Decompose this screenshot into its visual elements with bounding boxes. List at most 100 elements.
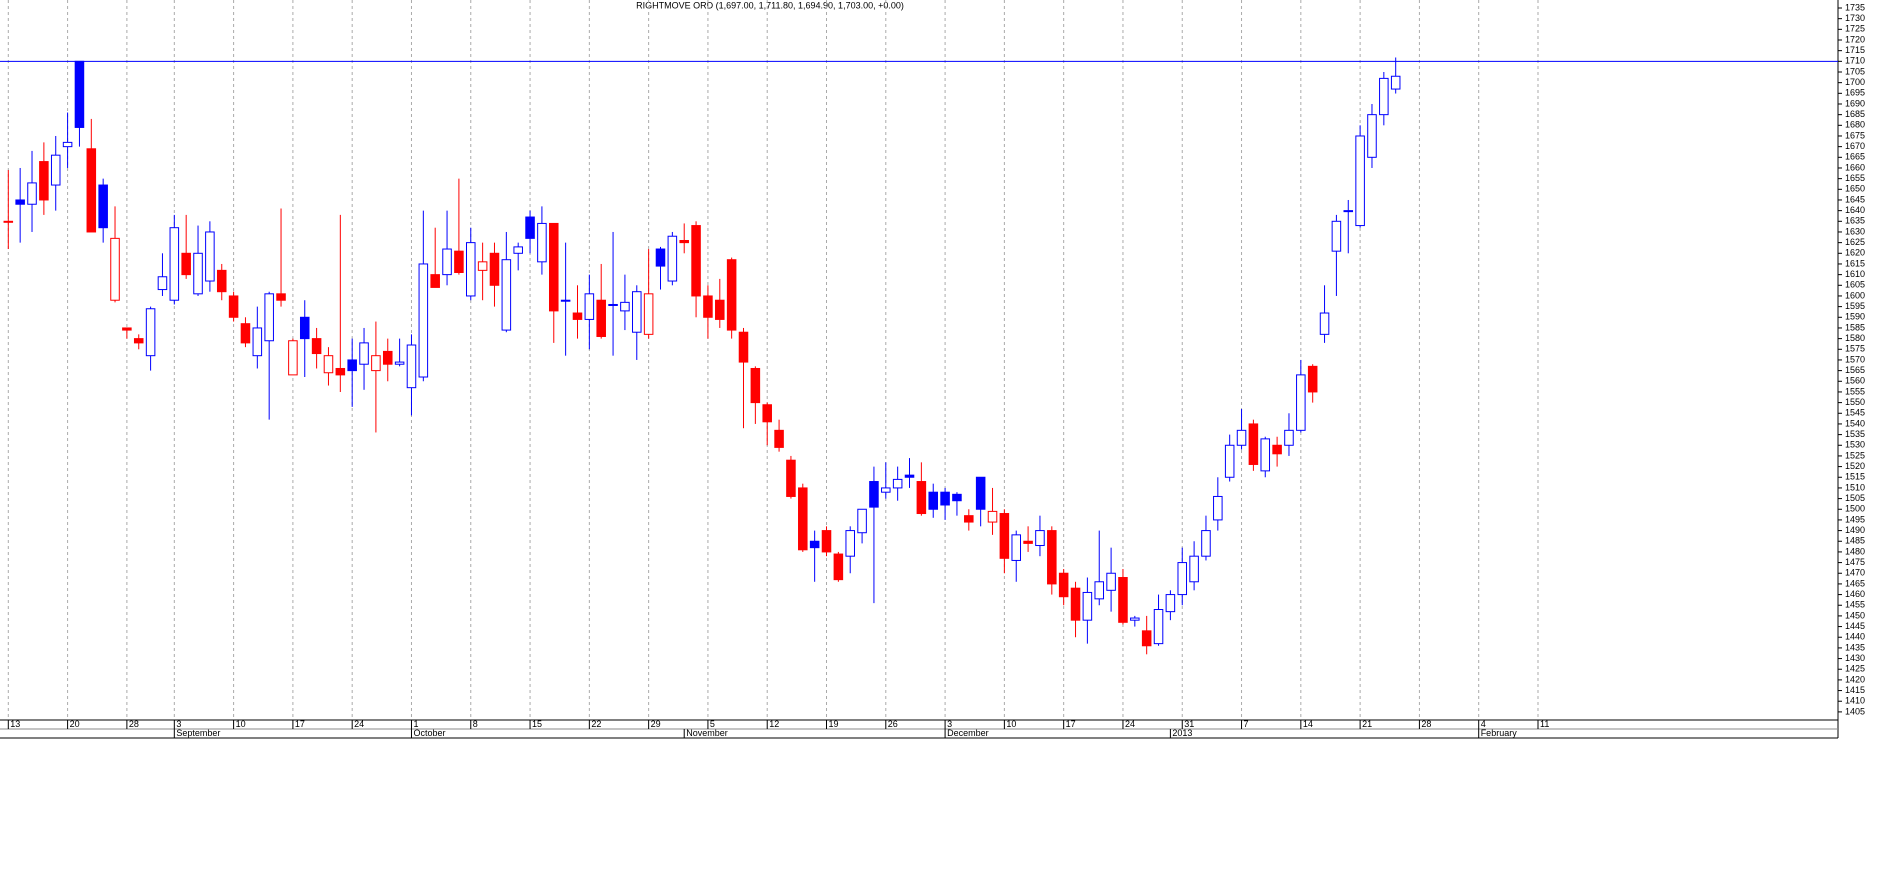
candle-body	[501, 259, 512, 331]
x-tick-label: 15	[532, 719, 542, 729]
candle-body	[1047, 530, 1057, 585]
candle-body	[157, 276, 168, 291]
x-tick-label: 17	[295, 719, 305, 729]
month-label: November	[686, 728, 728, 738]
candle-body	[1094, 581, 1105, 600]
x-tick-label: 24	[1125, 719, 1135, 729]
x-tick-label: 3	[176, 719, 181, 729]
x-tick-label: 28	[129, 719, 139, 729]
candle-body	[1296, 374, 1306, 431]
candle-body	[454, 250, 464, 273]
y-tick-label: 1685	[1845, 109, 1865, 119]
candle-body	[1153, 609, 1164, 645]
candle-body	[964, 515, 974, 523]
month-label: September	[176, 728, 220, 738]
x-tick-label: 26	[888, 719, 898, 729]
y-tick-label: 1705	[1845, 66, 1865, 76]
month-label: 2013	[1172, 728, 1192, 738]
candle-body	[1248, 423, 1259, 465]
candle-body	[39, 161, 49, 201]
y-tick-label: 1520	[1845, 461, 1865, 471]
candle-body	[264, 293, 274, 342]
candle-body	[122, 327, 132, 331]
y-tick-label: 1730	[1845, 13, 1865, 23]
y-tick-label: 1725	[1845, 24, 1865, 34]
y-tick-label: 1665	[1845, 152, 1865, 162]
x-tick-label: 14	[1303, 719, 1313, 729]
candle-body	[916, 481, 927, 515]
candle-body	[465, 242, 476, 297]
y-tick-label: 1635	[1845, 216, 1865, 226]
x-tick-label: 28	[1421, 719, 1431, 729]
x-tick-label: 22	[591, 719, 601, 729]
candle-body	[1367, 114, 1377, 158]
candle-body	[750, 367, 761, 404]
candle-body	[323, 355, 334, 374]
x-tick-label: 8	[473, 719, 478, 729]
candle-body	[418, 263, 429, 378]
y-tick-label: 1575	[1845, 344, 1865, 354]
candle-body	[655, 248, 666, 267]
y-tick-label: 1480	[1845, 546, 1865, 556]
candle-body	[940, 491, 950, 506]
candle-body	[1106, 572, 1116, 591]
candle-body	[299, 316, 310, 340]
y-tick-label: 1615	[1845, 258, 1865, 268]
candle-body	[715, 299, 725, 320]
y-tick-label: 1655	[1845, 173, 1865, 183]
y-tick-label: 1645	[1845, 194, 1865, 204]
y-tick-label: 1625	[1845, 237, 1865, 247]
y-tick-label: 1415	[1845, 685, 1865, 695]
x-tick-label: 13	[10, 719, 20, 729]
y-tick-label: 1670	[1845, 141, 1865, 151]
y-tick-label: 1550	[1845, 397, 1865, 407]
candle-body	[228, 295, 239, 318]
candle-body	[1236, 429, 1247, 446]
candle-body	[98, 184, 108, 229]
y-tick-label: 1535	[1845, 429, 1865, 439]
y-tick-label: 1580	[1845, 333, 1865, 343]
y-tick-label: 1715	[1845, 45, 1865, 55]
y-tick-label: 1630	[1845, 226, 1865, 236]
y-tick-label: 1565	[1845, 365, 1865, 375]
candle-body	[952, 493, 962, 502]
candle-body	[145, 308, 156, 357]
candle-body	[430, 274, 440, 288]
x-tick-label: 12	[769, 719, 779, 729]
x-tick-label: 11	[1540, 719, 1549, 729]
x-tick-label: 1	[413, 719, 418, 729]
candle-body	[1035, 530, 1045, 547]
x-tick-label: 21	[1362, 719, 1372, 729]
candle-body	[608, 303, 618, 306]
x-tick-label: 29	[651, 719, 661, 729]
candle-body	[643, 293, 654, 335]
candle-body	[62, 141, 73, 148]
candle-body	[347, 359, 357, 372]
candle-body	[205, 231, 215, 282]
candle-body	[110, 237, 120, 301]
y-tick-label: 1525	[1845, 450, 1865, 460]
candle-body	[1011, 534, 1022, 561]
candle-body	[169, 227, 180, 301]
y-tick-label: 1540	[1845, 418, 1865, 428]
candle-body	[1284, 429, 1294, 446]
x-tick-label: 31	[1184, 719, 1194, 729]
candle-body	[1082, 591, 1093, 621]
y-tick-label: 1690	[1845, 98, 1865, 108]
y-tick-label: 1440	[1845, 632, 1865, 642]
candle-body	[1272, 444, 1282, 455]
y-tick-label: 1455	[1845, 600, 1865, 610]
candle-body	[276, 293, 286, 301]
candle-body	[371, 355, 381, 372]
candle-body	[892, 478, 903, 489]
x-tick-label: 10	[236, 719, 246, 729]
candle-body	[406, 344, 417, 389]
candle-body	[1260, 438, 1271, 472]
candle-body	[857, 508, 867, 534]
y-tick-label: 1610	[1845, 269, 1865, 279]
candle-body	[999, 513, 1010, 559]
candle-body	[869, 481, 879, 508]
candle-body	[1201, 530, 1211, 557]
